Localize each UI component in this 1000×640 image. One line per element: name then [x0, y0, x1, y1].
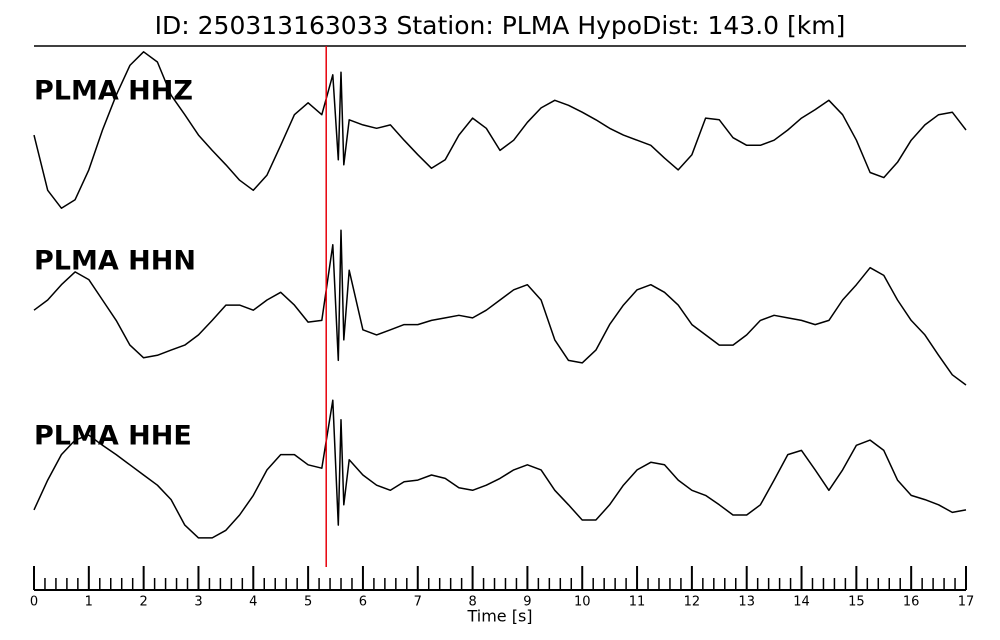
trace [33, 51, 967, 209]
trace-label: PLMA HHE [34, 421, 192, 452]
x-tick-label: 12 [684, 595, 701, 610]
x-tick-label: 13 [738, 595, 755, 610]
x-tick-label: 5 [304, 595, 312, 610]
x-tick-label: 11 [629, 595, 646, 610]
x-tick-label: 17 [958, 595, 975, 610]
x-tick-label: 2 [140, 595, 148, 610]
x-tick-label: 9 [523, 595, 531, 610]
trace-label: PLMA HHN [34, 246, 196, 277]
x-tick-label: 3 [194, 595, 202, 610]
x-tick-label: 10 [574, 595, 591, 610]
trace-label: PLMA HHZ [34, 76, 193, 107]
x-tick-label: 8 [468, 595, 476, 610]
chart-title: ID: 250313163033 Station: PLMA HypoDist:… [155, 11, 846, 40]
x-tick-label: 16 [903, 595, 920, 610]
x-tick-label: 6 [359, 595, 367, 610]
trace [33, 399, 967, 539]
trace [33, 229, 967, 386]
x-tick-label: 0 [30, 595, 38, 610]
x-tick-label: 15 [848, 595, 865, 610]
x-tick-label: 1 [85, 595, 93, 610]
x-tick-label: 7 [414, 595, 422, 610]
x-axis-label: Time [s] [466, 607, 532, 626]
x-tick-label: 4 [249, 595, 257, 610]
x-tick-label: 14 [793, 595, 810, 610]
